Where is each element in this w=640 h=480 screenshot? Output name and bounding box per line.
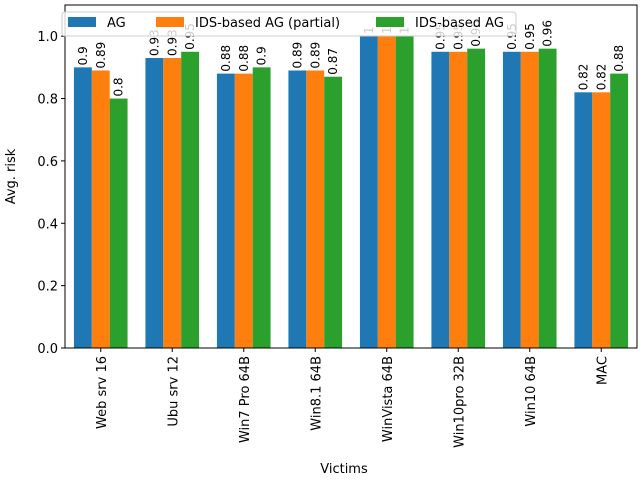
- bar-3-1: [109, 98, 128, 348]
- x-axis: Web srv 16 Ubu srv 12 Win7 Pro 64B Win8.1 6…: [95, 348, 610, 448]
- x-tick-label: Web srv 16: [95, 356, 110, 429]
- data-label: 0.8: [112, 77, 126, 96]
- y-tick-label: 0.4: [37, 217, 58, 232]
- x-tick-label: Win10pro 32B: [452, 356, 467, 448]
- bar-2-6: [449, 51, 468, 348]
- bar-1-1: [73, 67, 92, 348]
- bar-2-5: [377, 36, 396, 348]
- bar-1-5: [359, 36, 378, 348]
- data-label: 0.96: [541, 20, 555, 47]
- plot-frame: [64, 4, 638, 349]
- bar-3-8: [610, 73, 629, 348]
- x-tick-label: MAC: [595, 356, 610, 385]
- bar-1-8: [574, 92, 593, 348]
- bar-3-5: [395, 36, 414, 348]
- data-labels-layer: 0.90.930.880.8910.950.950.820.890.930.88…: [76, 20, 626, 97]
- data-label: 0.88: [219, 45, 233, 72]
- legend-swatch: [68, 17, 96, 27]
- bar-3-4: [324, 76, 343, 348]
- data-label: 0.9: [255, 46, 269, 65]
- bar-3-2: [181, 51, 200, 348]
- legend: AG IDS-based AG (partial) IDS-based AG: [61, 11, 517, 37]
- x-tick-label: Win10 64B: [524, 356, 539, 427]
- y-tick-label: 0.2: [37, 280, 58, 295]
- bar-3-6: [467, 48, 486, 348]
- x-axis-label: Victims: [320, 462, 368, 477]
- bar-1-7: [502, 51, 521, 348]
- data-label: 0.95: [523, 23, 537, 50]
- x-tick-label: Win8.1 64B: [309, 356, 324, 431]
- legend-label: AG: [107, 16, 126, 31]
- bar-1-3: [216, 73, 235, 348]
- data-label: 0.82: [576, 64, 590, 91]
- data-label: 0.87: [326, 48, 340, 75]
- y-tick-label: 0.6: [37, 155, 58, 170]
- y-axis-label: Avg. risk: [4, 148, 19, 204]
- x-tick-label: Ubu srv 12: [166, 356, 181, 427]
- bar-3-3: [252, 67, 271, 348]
- y-tick-label: 0.8: [37, 93, 58, 108]
- x-tick-label: WinVista 64B: [381, 356, 396, 442]
- bar-1-2: [145, 58, 164, 348]
- legend-swatch: [156, 17, 184, 27]
- data-label: 0.88: [612, 45, 626, 72]
- bar-2-2: [163, 58, 182, 348]
- data-label: 0.9: [76, 46, 90, 65]
- y-tick-label: 1.0: [37, 30, 58, 45]
- bar-3-7: [538, 48, 557, 348]
- legend-swatch: [376, 17, 404, 27]
- bar-2-8: [592, 92, 611, 348]
- x-tick-label: Win7 Pro 64B: [238, 356, 253, 443]
- y-axis: 0.0 0.2 0.4 0.6 0.8 1.0: [37, 30, 65, 357]
- legend-label: IDS-based AG (partial): [195, 16, 340, 31]
- data-label: 0.89: [94, 42, 108, 69]
- bar-2-4: [306, 70, 325, 348]
- data-label: 0.82: [594, 64, 608, 91]
- bar-1-4: [288, 70, 307, 348]
- bar-2-7: [520, 51, 539, 348]
- data-label: 0.88: [237, 45, 251, 72]
- bar-2-3: [234, 73, 253, 348]
- bars-layer: [73, 36, 629, 348]
- data-label: 0.89: [290, 42, 304, 69]
- bar-1-6: [431, 51, 450, 348]
- y-tick-label: 0.0: [37, 342, 58, 357]
- bar-2-1: [91, 70, 110, 348]
- legend-label: IDS-based AG: [415, 16, 504, 31]
- data-label: 0.89: [308, 42, 322, 69]
